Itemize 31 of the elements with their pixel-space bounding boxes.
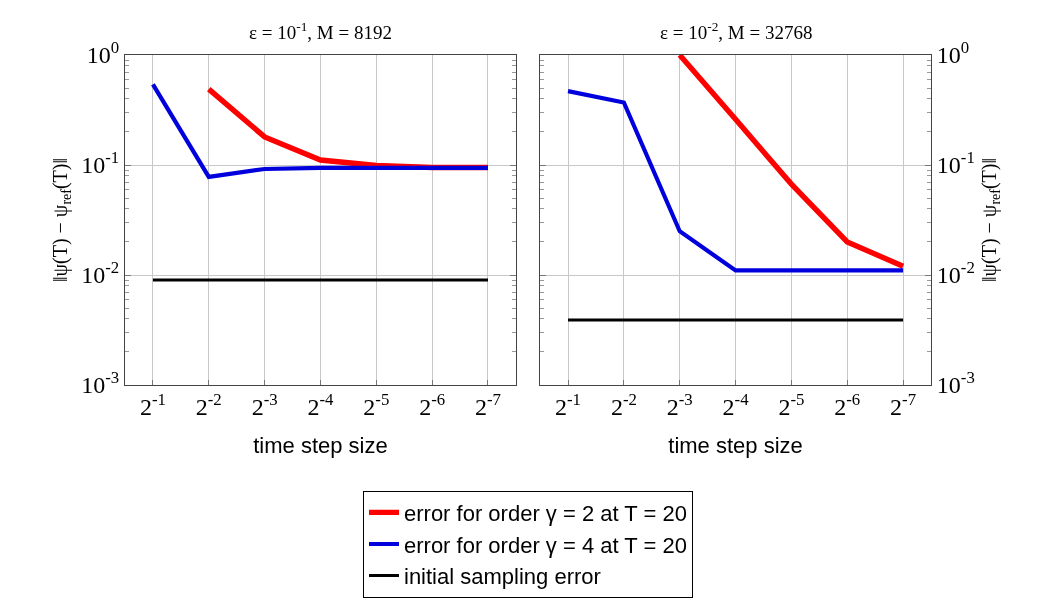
x-axis-title: time step size bbox=[253, 432, 388, 458]
x-tick-label: 2$^{-7}$ bbox=[890, 389, 917, 420]
y-tick-label: 10$^{-1}$ bbox=[81, 148, 120, 179]
x-tick-label: 2$^{-5}$ bbox=[778, 389, 805, 420]
x-tick-label: 2$^{-3}$ bbox=[666, 389, 693, 420]
x-tick-label: 2$^{-2}$ bbox=[610, 389, 637, 420]
x-tick-label: 2$^{-4}$ bbox=[722, 389, 750, 420]
x-tick-label: 2$^{-1}$ bbox=[555, 389, 581, 420]
y-tick-label: 10$^{-3}$ bbox=[81, 368, 120, 399]
x-tick-label: 2$^{-6}$ bbox=[419, 389, 446, 420]
legend-label: initial sampling error bbox=[404, 564, 601, 590]
y-tick-label: 10$^{0}$ bbox=[86, 38, 120, 69]
x-tick-label: 2$^{-5}$ bbox=[363, 389, 390, 420]
y2-tick-label: 10$^{-2}$ bbox=[936, 258, 975, 289]
x-tick-label: 2$^{-4}$ bbox=[307, 389, 335, 420]
y2-tick-label: 10$^{-1}$ bbox=[936, 148, 975, 179]
chart-title: ε = 10$^{-1}$, M = 8192 bbox=[249, 19, 392, 43]
legend-label: error for order γ = 2 at T = 20 bbox=[404, 500, 687, 526]
y-tick-label: 10$^{-2}$ bbox=[81, 258, 120, 289]
y2-tick-label: 10$^{-3}$ bbox=[936, 368, 975, 399]
legend-label: error for order γ = 4 at T = 20 bbox=[404, 532, 687, 558]
line-series bbox=[150, 82, 491, 179]
x-tick-label: 2$^{-2}$ bbox=[195, 389, 222, 420]
x-tick-label: 2$^{-1}$ bbox=[139, 389, 166, 420]
x-axis-title: time step size bbox=[668, 432, 803, 458]
y2-tick-label: 10$^{0}$ bbox=[936, 38, 970, 69]
x-tick-label: 2$^{-3}$ bbox=[251, 389, 278, 420]
line-series bbox=[565, 88, 906, 273]
x-tick-label: 2$^{-6}$ bbox=[834, 389, 861, 420]
x-tick-label: 2$^{-7}$ bbox=[475, 389, 501, 420]
chart-title: ε = 10$^{-2}$, M = 32768 bbox=[660, 19, 813, 43]
